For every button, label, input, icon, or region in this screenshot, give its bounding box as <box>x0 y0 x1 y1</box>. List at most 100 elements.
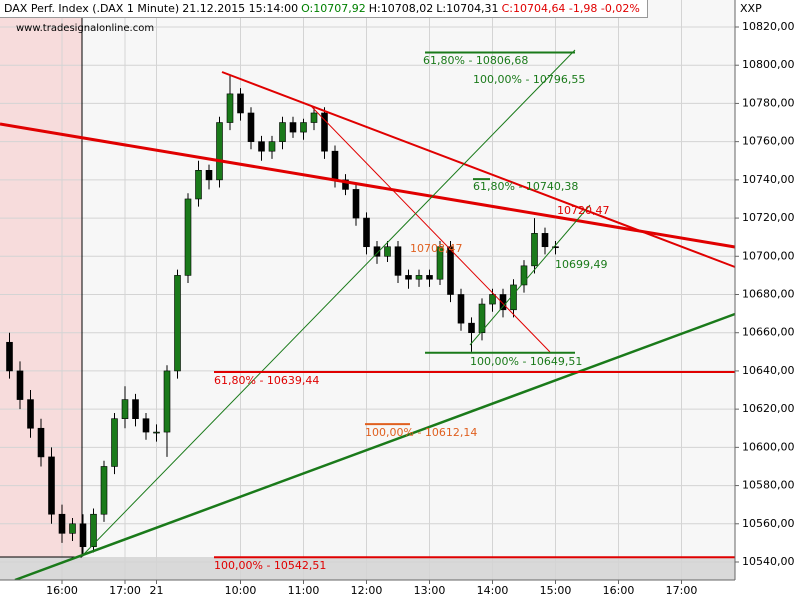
candle-body <box>447 246 454 295</box>
candle-body <box>342 179 349 190</box>
candle-body <box>310 112 318 123</box>
x-tick-label: 10:00 <box>225 584 257 597</box>
x-tick-label: 12:00 <box>351 584 383 597</box>
y-axis-label: XXP <box>740 2 762 15</box>
candle-body <box>552 246 559 249</box>
y-tick-label: 10560,00 <box>742 517 795 530</box>
candle-body <box>132 399 139 419</box>
level-label: 61,80% - 10639,44 <box>214 374 319 387</box>
y-tick-label: 10680,00 <box>742 288 795 301</box>
candle-body <box>468 322 475 334</box>
candle-body <box>289 122 297 133</box>
candle-body <box>69 523 76 534</box>
candle-body <box>226 93 234 123</box>
y-tick-label: 10660,00 <box>742 326 795 339</box>
candle-body <box>499 294 507 311</box>
trendline <box>309 104 551 353</box>
annotation: 10720,47 <box>557 204 610 217</box>
x-axis-panel <box>0 580 735 600</box>
y-tick-label: 10600,00 <box>742 440 795 453</box>
candle-body <box>237 93 244 114</box>
trendline <box>0 122 736 249</box>
candle-body <box>415 275 423 280</box>
annotation: 100,00% - 10796,55 <box>473 73 585 86</box>
candle-body <box>142 418 150 433</box>
candle-body <box>300 122 307 133</box>
y-tick-label: 10760,00 <box>742 135 795 148</box>
annotation: 10699,49 <box>555 258 608 271</box>
candle-body <box>363 217 370 248</box>
y-tick-label: 10780,00 <box>742 96 795 109</box>
candle-body <box>373 246 381 257</box>
candle-body <box>321 112 328 152</box>
header-part: DAX Perf. Index (.DAX 1 Minute) <box>4 2 180 15</box>
trendlines <box>0 0 736 582</box>
header-part: O:10707,92 <box>301 2 366 15</box>
source: www.tradesignalonline.com <box>16 23 154 34</box>
candle-body <box>520 265 528 286</box>
candle-body <box>184 198 192 276</box>
candle-body <box>205 170 213 181</box>
y-tick-label: 10620,00 <box>742 402 795 415</box>
x-tick-label: 11:00 <box>288 584 320 597</box>
y-tick-label: 10700,00 <box>742 249 795 262</box>
candle-body <box>258 141 265 152</box>
x-tick-label: 14:00 <box>477 584 509 597</box>
candle-body <box>531 233 538 267</box>
candle-body <box>216 122 223 181</box>
candle-body <box>16 370 24 400</box>
x-tick-label: 16:00 <box>46 584 78 597</box>
candle-body <box>58 513 66 534</box>
candle-body <box>111 418 118 467</box>
candle-body <box>405 275 412 280</box>
y-tick-label: 10820,00 <box>742 20 795 33</box>
candle-body <box>153 431 160 434</box>
level-label: 100,00% - 10542,51 <box>214 559 326 572</box>
trendline <box>14 312 736 582</box>
levels: 61,80% - 10806,68 61,80% - 10740,38 100,00… <box>214 51 735 572</box>
candle-body <box>268 141 276 152</box>
candle-body <box>279 122 286 142</box>
candles <box>6 74 559 557</box>
candle-body <box>394 246 402 276</box>
candle-body <box>163 370 171 433</box>
candle-body <box>37 427 45 458</box>
candle-body <box>195 170 202 200</box>
candle-body <box>426 275 433 280</box>
x-tick-label: 17:00 <box>666 584 698 597</box>
candle-body <box>541 233 549 248</box>
axes: 10540,00 10560,00 10580,00 10600,00 10620,00… <box>46 20 794 597</box>
candle-body <box>457 294 465 324</box>
y-tick-label: 10800,00 <box>742 58 795 71</box>
trendline <box>469 204 591 346</box>
y-tick-label: 10540,00 <box>742 555 795 568</box>
x-tick-label: 13:00 <box>414 584 446 597</box>
candle-body <box>247 112 255 142</box>
x-tick-label: 21 <box>150 584 164 597</box>
candle-body <box>48 456 55 515</box>
x-tick-label: 17:00 <box>109 584 141 597</box>
candle-body <box>27 399 34 429</box>
header-part: H:10708,02 <box>368 2 434 15</box>
candle-body <box>489 294 496 305</box>
candle-body <box>436 246 444 280</box>
plot-background <box>0 0 735 580</box>
candle-body <box>121 399 129 419</box>
y-axis-panel <box>735 0 800 600</box>
candle-body <box>6 341 13 372</box>
candle-body <box>174 275 181 372</box>
y-tick-label: 10640,00 <box>742 364 795 377</box>
level-label: 61,80% - 10806,68 <box>423 54 528 67</box>
header-part: L:10704,31 <box>436 2 499 15</box>
header-part: 21.12.2015 15:14:00 <box>182 2 299 15</box>
candle-body <box>100 466 108 515</box>
level-label: 61,80% - 10740,38 <box>473 180 578 193</box>
candle-body <box>384 246 391 257</box>
candle-body <box>331 150 339 181</box>
grid <box>0 0 735 580</box>
level-label: 100,00% - 10612,14 <box>365 426 477 439</box>
x-tick-label: 15:00 <box>540 584 572 597</box>
x-tick-label: 16:00 <box>603 584 635 597</box>
trendline <box>221 71 736 268</box>
